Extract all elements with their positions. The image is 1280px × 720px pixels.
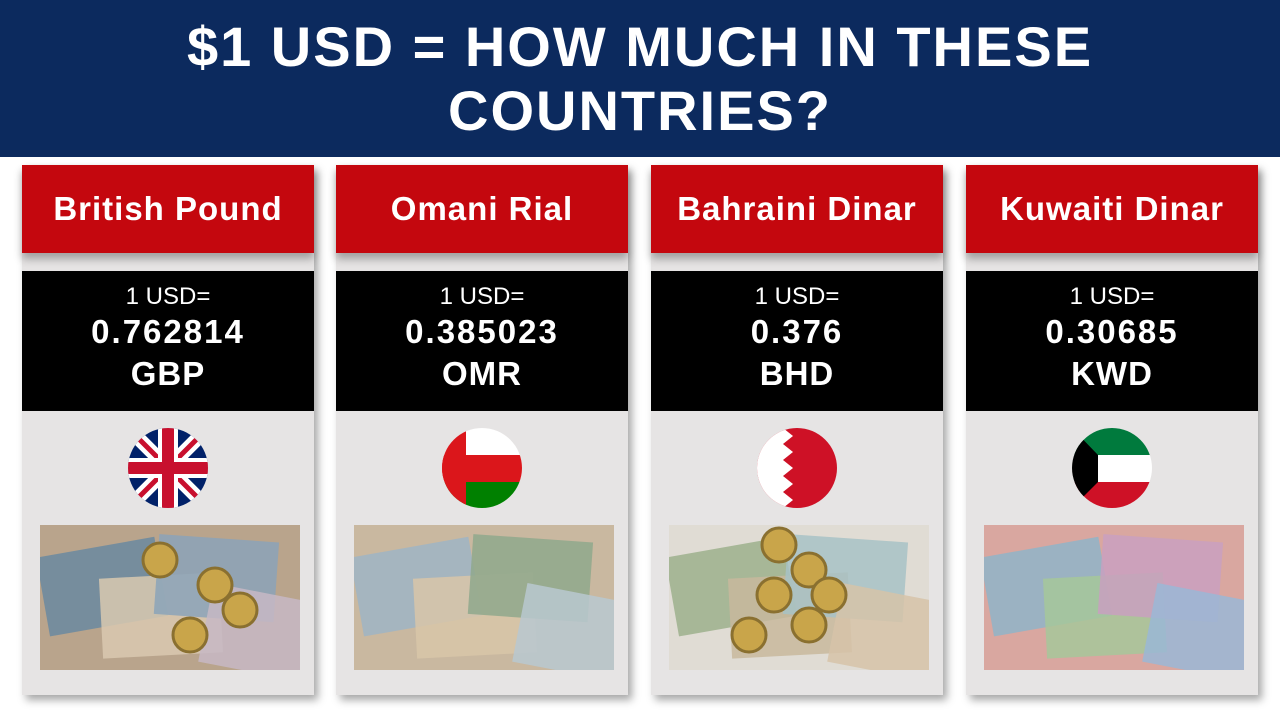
currency-code: BHD xyxy=(759,355,835,392)
currency-card: Omani Rial 1 USD= 0.385023 OMR xyxy=(336,165,628,695)
rate-amount: 0.376 xyxy=(750,313,844,350)
currency-code: KWD xyxy=(1071,355,1153,392)
flag xyxy=(1072,428,1152,508)
currency-card: British Pound 1 USD= 0.762814 GBP xyxy=(22,165,314,695)
currency-name: Bahraini Dinar xyxy=(651,165,943,253)
title: $1 USD = HOW MUCH IN THESE COUNTRIES? xyxy=(186,14,1094,142)
currency-code: GBP xyxy=(130,355,206,392)
rate-box: 1 USD= 0.762814 GBP xyxy=(22,271,314,411)
rate-box: 1 USD= 0.376 BHD xyxy=(651,271,943,411)
rate-box: 1 USD= 0.385023 OMR xyxy=(336,271,628,411)
currency-card: Bahraini Dinar 1 USD= 0.376 BHD xyxy=(651,165,943,695)
rate-amount: 0.30685 xyxy=(1045,313,1179,350)
currency-code: OMR xyxy=(442,355,522,392)
currency-name: Kuwaiti Dinar xyxy=(966,165,1258,253)
currency-name: Omani Rial xyxy=(336,165,628,253)
money-photo xyxy=(984,525,1244,670)
currency-name: British Pound xyxy=(22,165,314,253)
rate-amount: 0.385023 xyxy=(405,313,559,350)
flag xyxy=(128,428,208,508)
flag xyxy=(442,428,522,508)
rate-prefix: 1 USD= xyxy=(439,283,525,310)
rate-prefix: 1 USD= xyxy=(754,283,840,310)
currency-card: Kuwaiti Dinar 1 USD= 0.30685 KWD xyxy=(966,165,1258,695)
rate-prefix: 1 USD= xyxy=(125,283,211,310)
money-photo xyxy=(40,525,300,670)
header: $1 USD = HOW MUCH IN THESE COUNTRIES? xyxy=(0,0,1280,157)
rate-amount: 0.762814 xyxy=(91,313,245,350)
money-photo xyxy=(669,525,929,670)
money-photo xyxy=(354,525,614,670)
rate-box: 1 USD= 0.30685 KWD xyxy=(966,271,1258,411)
rate-prefix: 1 USD= xyxy=(1069,283,1155,310)
flag xyxy=(757,428,837,508)
